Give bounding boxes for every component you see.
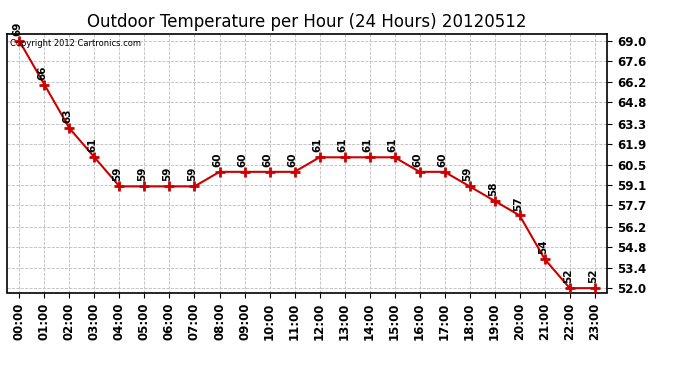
Text: Copyright 2012 Cartronics.com: Copyright 2012 Cartronics.com [10, 39, 141, 48]
Text: 59: 59 [163, 167, 172, 182]
Text: 60: 60 [237, 152, 248, 167]
Text: 61: 61 [313, 138, 323, 152]
Text: 59: 59 [463, 167, 473, 182]
Text: 61: 61 [388, 138, 397, 152]
Text: 59: 59 [112, 167, 123, 182]
Text: 66: 66 [37, 65, 48, 80]
Text: 61: 61 [337, 138, 348, 152]
Text: 60: 60 [263, 152, 273, 167]
Text: 60: 60 [213, 152, 223, 167]
Text: 60: 60 [288, 152, 297, 167]
Text: 52: 52 [563, 269, 573, 283]
Text: 52: 52 [588, 269, 598, 283]
Text: 61: 61 [88, 138, 97, 152]
Text: 63: 63 [63, 109, 72, 123]
Title: Outdoor Temperature per Hour (24 Hours) 20120512: Outdoor Temperature per Hour (24 Hours) … [88, 13, 526, 31]
Text: 58: 58 [488, 182, 497, 196]
Text: 57: 57 [513, 196, 523, 210]
Text: 69: 69 [12, 22, 23, 36]
Text: 61: 61 [363, 138, 373, 152]
Text: 60: 60 [413, 152, 423, 167]
Text: 59: 59 [137, 167, 148, 182]
Text: 54: 54 [538, 240, 548, 254]
Text: 60: 60 [437, 152, 448, 167]
Text: 59: 59 [188, 167, 197, 182]
